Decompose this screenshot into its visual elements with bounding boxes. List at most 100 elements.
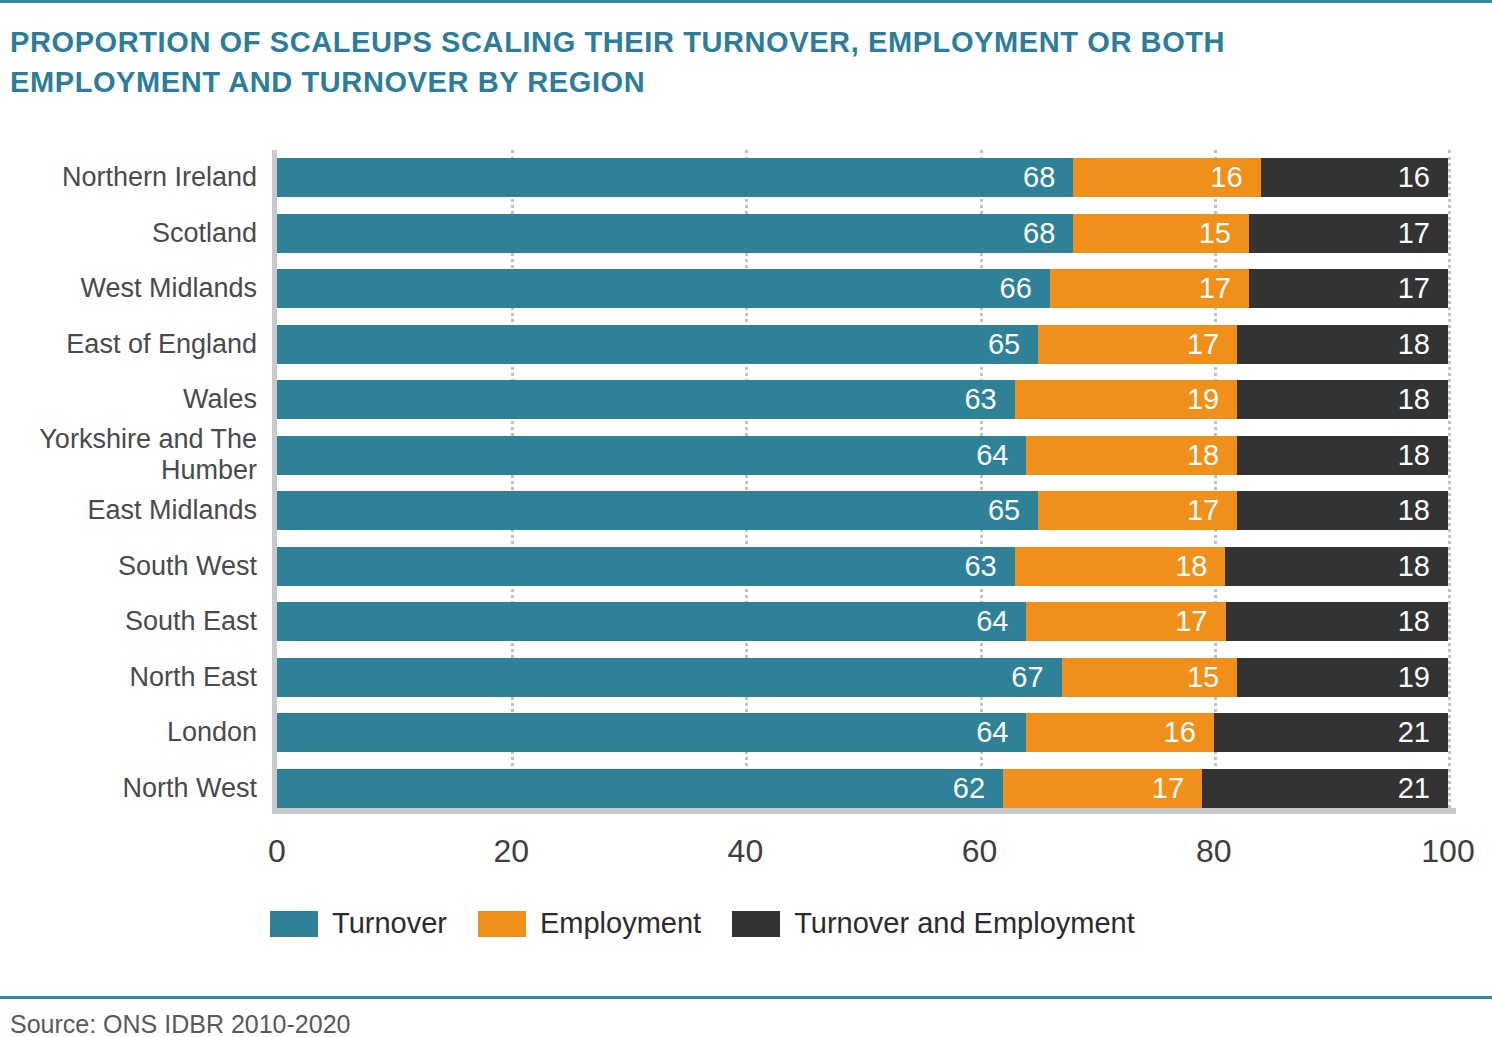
- row-label: Northern Ireland: [0, 162, 257, 193]
- both-segment: 18: [1237, 491, 1448, 530]
- logo-placeholder-box: [1026, 1021, 1492, 1037]
- row-label: South East: [0, 606, 257, 637]
- value-label: 18: [1398, 328, 1430, 361]
- value-label: 15: [1199, 217, 1231, 250]
- value-label: 63: [964, 383, 996, 416]
- row-bars: 6416 21: [277, 713, 1448, 752]
- turnover-segment: 63: [277, 547, 1015, 586]
- row-bars: 63 18 18: [277, 547, 1448, 586]
- value-label: 64: [976, 605, 1008, 638]
- value-label: 21: [1398, 716, 1430, 749]
- x-tick-label: 80: [1196, 833, 1232, 870]
- turnover-segment: 68: [277, 214, 1073, 253]
- chart-row: East of England651718: [0, 325, 1448, 364]
- both-segment: 18: [1237, 325, 1448, 364]
- employment-segment: 19: [1015, 380, 1237, 419]
- value-label: 65: [988, 494, 1020, 527]
- employment-segment: 17: [1003, 769, 1202, 808]
- x-tick-label: 100: [1421, 833, 1474, 870]
- top-accent-rule: [0, 0, 1492, 3]
- row-label: West Midlands: [0, 273, 257, 304]
- chart-row: North West621721: [0, 769, 1448, 808]
- both-segment: 19: [1237, 658, 1448, 697]
- both-segment: 18: [1226, 602, 1449, 641]
- legend-label: Turnover and Employment: [794, 907, 1135, 940]
- value-label: 65: [988, 328, 1020, 361]
- both-segment: 21: [1202, 769, 1448, 808]
- row-bars: 68 15 17: [277, 214, 1448, 253]
- chart-row: London641621: [0, 713, 1448, 752]
- value-label: 17: [1398, 217, 1430, 250]
- x-tick-label: 40: [728, 833, 764, 870]
- gridline-100: [1448, 150, 1451, 808]
- row-label: Yorkshire and The Humber: [0, 424, 257, 486]
- value-label: 18: [1398, 550, 1430, 583]
- value-label: 16: [1210, 161, 1242, 194]
- row-bars: 67 15 19: [277, 658, 1448, 697]
- value-label: 19: [1398, 661, 1430, 694]
- value-label: 17: [1152, 772, 1184, 805]
- legend-label: Turnover: [332, 907, 447, 940]
- row-bars: 621721: [277, 769, 1448, 808]
- legend-item: Employment: [478, 907, 701, 940]
- chart-row: South East 64 17 18: [0, 602, 1448, 641]
- chart-row: South West631818: [0, 547, 1448, 586]
- value-label: 17: [1187, 328, 1219, 361]
- x-axis-tick-labels: 020406080100: [277, 833, 1448, 873]
- chart-title-line2: EMPLOYMENT AND TURNOVER BY REGION: [10, 66, 645, 98]
- legend-item: Turnover: [270, 907, 447, 940]
- value-label: 66: [1000, 272, 1032, 305]
- legend: Turnover Employment Turnover and Employmen…: [270, 907, 1135, 940]
- x-tick-label: 20: [493, 833, 529, 870]
- chart-row: Northern Ireland681616: [0, 158, 1448, 197]
- employment-segment: 16: [1073, 158, 1260, 197]
- turnover-segment: 64: [277, 436, 1026, 475]
- value-label: 15: [1187, 661, 1219, 694]
- row-label: North East: [0, 662, 257, 693]
- row-label: Wales: [0, 384, 257, 415]
- row-bars: 65 17 18: [277, 325, 1448, 364]
- legend-item: Turnover and Employment: [732, 907, 1135, 940]
- both-segment: 17: [1249, 214, 1448, 253]
- value-label: 19: [1187, 383, 1219, 416]
- row-bars: 66 17 17: [277, 269, 1448, 308]
- turnover-segment: 65: [277, 491, 1038, 530]
- chart-row: North East 67 15 19: [0, 658, 1448, 697]
- value-label: 18: [1398, 605, 1430, 638]
- value-label: 64: [976, 439, 1008, 472]
- legend-swatch: [732, 911, 780, 937]
- x-tick-label: 0: [268, 833, 286, 870]
- value-label: 18: [1175, 550, 1207, 583]
- chart-title-line1: PROPORTION OF SCALEUPS SCALING THEIR TUR…: [10, 26, 1225, 58]
- legend-swatch: [270, 911, 318, 937]
- row-label: East Midlands: [0, 495, 257, 526]
- turnover-segment: 67: [277, 658, 1062, 697]
- employment-segment: 17: [1026, 602, 1225, 641]
- employment-segment: 15: [1073, 214, 1249, 253]
- value-label: 17: [1175, 605, 1207, 638]
- value-label: 17: [1199, 272, 1231, 305]
- chart-row: Wales631918: [0, 380, 1448, 419]
- value-label: 68: [1023, 217, 1055, 250]
- employment-segment: 16: [1026, 713, 1213, 752]
- both-segment: 18: [1225, 547, 1448, 586]
- turnover-segment: 64: [277, 602, 1026, 641]
- value-label: 17: [1398, 272, 1430, 305]
- legend-label: Employment: [540, 907, 701, 940]
- turnover-segment: 63: [277, 380, 1015, 419]
- y-axis-line: [272, 150, 277, 814]
- turnover-segment: 66: [277, 269, 1050, 308]
- chart-row: Scotland681517: [0, 214, 1448, 253]
- row-bars: 681616: [277, 158, 1448, 197]
- value-label: 17: [1187, 494, 1219, 527]
- turnover-segment: 64: [277, 713, 1026, 752]
- chart-row: West Midlands 66 17 17: [0, 269, 1448, 308]
- value-label: 18: [1398, 439, 1430, 472]
- employment-segment: 17: [1050, 269, 1249, 308]
- employment-segment: 18: [1026, 436, 1237, 475]
- both-segment: 18: [1237, 436, 1448, 475]
- turnover-segment: 65: [277, 325, 1038, 364]
- both-segment: 17: [1249, 269, 1448, 308]
- row-bars: 64 17 18: [277, 602, 1448, 641]
- both-segment: 16: [1261, 158, 1448, 197]
